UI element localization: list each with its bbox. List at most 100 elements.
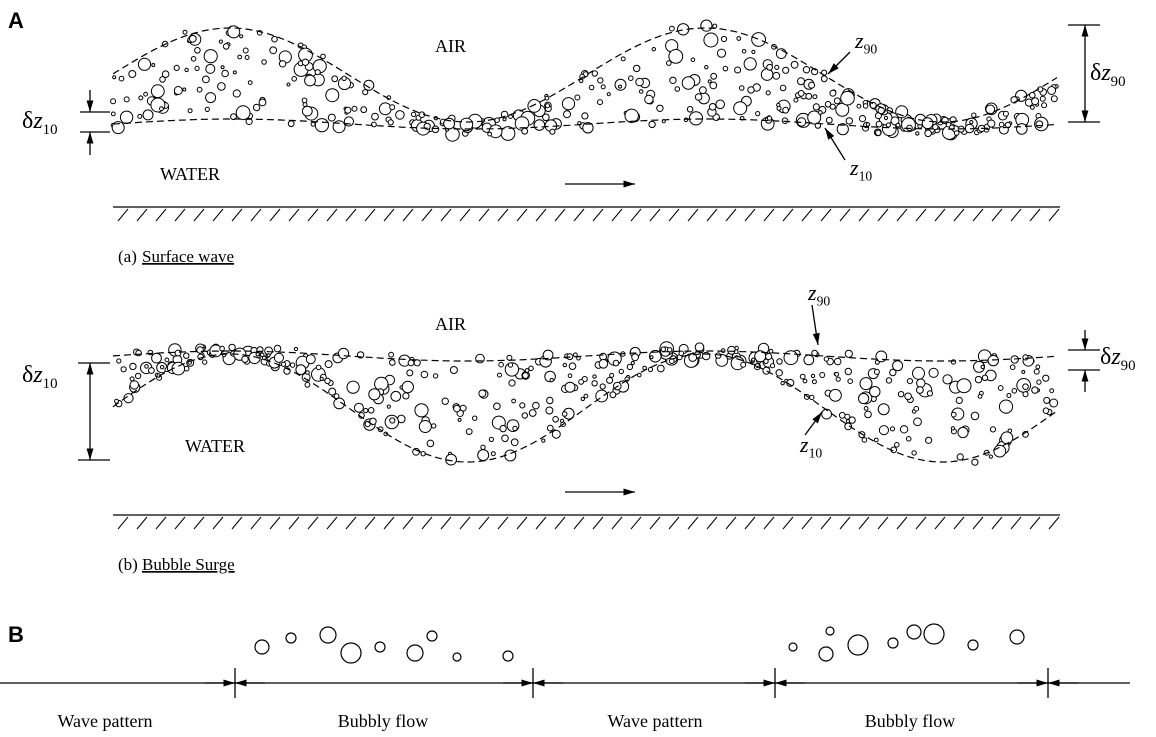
bubble [606, 376, 614, 384]
bubble [304, 381, 311, 388]
line [516, 208, 528, 222]
bubble [488, 436, 494, 442]
bubble [499, 424, 507, 433]
bubble [923, 623, 945, 645]
bubble [273, 344, 282, 353]
line [839, 516, 851, 530]
bubble [666, 60, 672, 66]
line [573, 516, 585, 530]
line [155, 516, 167, 530]
line [953, 516, 965, 530]
bubble [1021, 369, 1026, 374]
bubble [1049, 398, 1059, 408]
bubble [560, 418, 565, 423]
bubble [788, 642, 798, 652]
bubble [807, 110, 822, 125]
bubble [1000, 431, 1014, 445]
line [459, 208, 471, 222]
bubble [205, 92, 217, 104]
bubble [343, 116, 354, 127]
line [611, 208, 623, 222]
bubble [542, 113, 550, 122]
bubble [184, 67, 189, 73]
bubble [418, 420, 432, 433]
bubble [808, 81, 816, 89]
bubble [137, 113, 143, 119]
bubble [747, 86, 755, 94]
line [915, 516, 927, 530]
bubble [314, 69, 321, 76]
bubble [609, 391, 617, 399]
bubble [472, 415, 478, 421]
bubble [812, 103, 820, 111]
bubble [733, 101, 748, 116]
bubble [775, 48, 787, 59]
caption-text: Bubble Surge [142, 555, 235, 574]
line [915, 208, 927, 222]
bubble [477, 449, 490, 462]
bubble [301, 58, 310, 66]
bubble [271, 35, 278, 43]
z90-label: z90 [854, 28, 877, 57]
bubble [431, 423, 437, 429]
bubble [889, 368, 897, 377]
bubble [768, 348, 774, 354]
line [326, 516, 338, 530]
bubble [932, 123, 939, 131]
z10-label: z10 [849, 155, 872, 184]
bubble [480, 444, 486, 450]
line [193, 208, 205, 222]
bubble [825, 626, 835, 636]
bubble [598, 359, 609, 369]
line [1048, 208, 1060, 222]
bubble [295, 364, 307, 376]
bubble [779, 84, 787, 92]
bubble [751, 49, 756, 55]
bubble [1043, 396, 1051, 404]
bubble [1047, 86, 1057, 95]
bubble [183, 352, 190, 359]
bubble [563, 110, 571, 119]
bubble [873, 368, 880, 375]
bubble [782, 66, 790, 74]
bubble [710, 72, 718, 80]
bubble [971, 458, 979, 466]
bubble [644, 94, 654, 105]
line [136, 516, 148, 530]
bubble [247, 80, 253, 85]
line [1029, 208, 1041, 222]
bubble [971, 112, 977, 118]
bubble [441, 397, 449, 405]
bubble [967, 639, 979, 651]
bubble [314, 118, 329, 133]
bubble [221, 69, 229, 78]
bubble [877, 403, 890, 416]
bubble [159, 76, 166, 83]
bubble [847, 378, 854, 385]
bubble [218, 39, 223, 44]
line [136, 208, 148, 222]
line [725, 208, 737, 222]
bubble [591, 70, 598, 77]
bubble [912, 366, 925, 380]
bubble [899, 425, 909, 434]
bubble [797, 90, 805, 97]
bubble [1009, 364, 1016, 371]
line [824, 127, 846, 161]
bubble [245, 117, 253, 126]
bubble [111, 121, 125, 135]
bubble [196, 346, 204, 354]
bubble [883, 115, 889, 121]
segment-label: Bubbly flow [338, 711, 429, 731]
bubble [501, 434, 509, 443]
bubble [703, 32, 719, 48]
bubble [844, 367, 852, 376]
bubble [410, 111, 417, 118]
bubble [266, 353, 271, 358]
bubble [993, 444, 1007, 458]
bubble [957, 426, 969, 439]
bubble [738, 85, 745, 91]
bubble [174, 349, 182, 357]
bubble [709, 81, 718, 90]
bubble [389, 104, 396, 111]
